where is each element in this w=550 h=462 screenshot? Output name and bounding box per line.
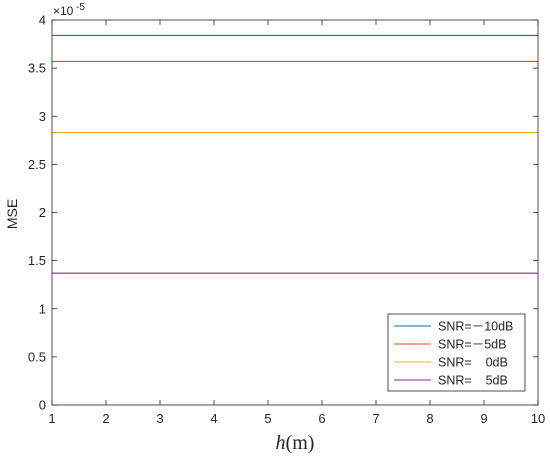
legend: SNR=－10dB SNR=－5dB SNR= 0dB SNR= 5dB xyxy=(387,313,526,392)
x-tick-label: 8 xyxy=(426,411,433,426)
x-tick-label: 7 xyxy=(372,411,379,426)
legend-box xyxy=(387,313,526,392)
x-axis: 1 2 3 4 5 6 7 8 9 10 xyxy=(48,20,545,426)
x-tick-label: 9 xyxy=(480,411,487,426)
y-tick-label: 0.5 xyxy=(28,349,46,364)
x-tick-label: 10 xyxy=(531,411,545,426)
legend-label-2: SNR=－5dB xyxy=(438,338,506,352)
x-tick-label: 6 xyxy=(318,411,325,426)
x-tick-label: 2 xyxy=(102,411,109,426)
y-tick-label: 2.5 xyxy=(28,157,46,172)
y-tick-label: 1.5 xyxy=(28,253,46,268)
legend-label-4: SNR= 5dB xyxy=(438,374,508,388)
x-tick-label: 5 xyxy=(264,411,271,426)
legend-label-1: SNR=－10dB xyxy=(438,320,513,334)
x-axis-label-unit: (m) xyxy=(286,432,315,454)
x-axis-label: h(m) xyxy=(276,432,315,454)
y-tick-label: 0 xyxy=(39,398,46,413)
legend-label-3: SNR= 0dB xyxy=(438,356,508,370)
y-tick-label: 3 xyxy=(39,109,46,124)
legend-items: SNR=－10dB SNR=－5dB SNR= 0dB SNR= 5dB xyxy=(394,320,513,388)
y-axis: 0 0.5 1 1.5 2 2.5 3 3.5 4 xyxy=(28,13,538,413)
x-tick-label: 3 xyxy=(156,411,163,426)
y-exponent-power: -5 xyxy=(76,2,85,13)
x-tick-label: 1 xyxy=(48,411,55,426)
y-tick-label: 4 xyxy=(39,13,46,28)
y-exponent-base: ×10 xyxy=(53,4,74,18)
y-tick-label: 1 xyxy=(39,301,46,316)
y-tick-label: 2 xyxy=(39,205,46,220)
series-layer xyxy=(52,34,538,274)
x-tick-label: 4 xyxy=(210,411,217,426)
x-axis-label-symbol: h xyxy=(276,432,286,454)
y-axis-label: MSE xyxy=(4,199,20,229)
y-tick-label: 3.5 xyxy=(28,61,46,76)
